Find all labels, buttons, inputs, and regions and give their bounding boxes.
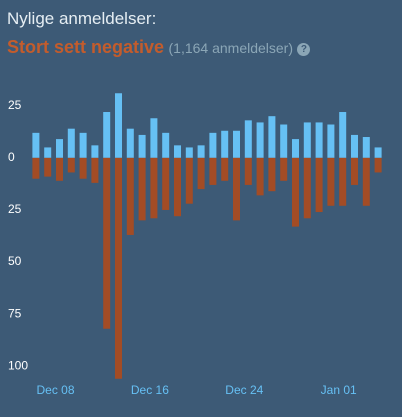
bar — [126, 128, 134, 158]
bar — [162, 157, 170, 210]
bar — [362, 137, 370, 158]
bar — [351, 134, 358, 158]
bar — [150, 118, 158, 158]
bar — [174, 157, 181, 217]
bar — [44, 157, 52, 177]
bar — [351, 157, 358, 185]
bar — [138, 134, 146, 158]
bar — [44, 147, 52, 158]
bar — [256, 122, 264, 158]
bar — [244, 120, 252, 158]
bar — [197, 145, 205, 158]
bar — [315, 122, 323, 158]
bar — [174, 145, 181, 158]
bar — [339, 112, 347, 158]
bar — [115, 93, 122, 158]
bar — [327, 157, 335, 206]
bar — [91, 145, 99, 158]
bar — [292, 139, 299, 158]
bar — [362, 157, 370, 206]
bar — [280, 124, 288, 158]
title: Nylige anmeldelser: — [7, 9, 157, 28]
bar — [315, 157, 323, 213]
y-tick-label: 25 — [8, 202, 22, 216]
review-count: (1,164 anmeldelser) — [168, 40, 294, 56]
bar — [280, 157, 288, 181]
bar — [374, 157, 382, 173]
bar — [292, 157, 299, 227]
y-tick-label: 25 — [8, 98, 22, 112]
y-tick-label: 0 — [8, 150, 15, 164]
x-tick-label: Jan 01 — [321, 383, 357, 397]
y-tick-label: 100 — [8, 358, 28, 372]
bar — [56, 157, 63, 181]
bar — [233, 130, 240, 158]
x-tick-label: Dec 24 — [225, 383, 263, 397]
bar — [79, 157, 87, 179]
bar — [138, 157, 146, 221]
bar — [221, 157, 229, 181]
x-tick-label: Dec 08 — [36, 383, 74, 397]
bar — [327, 124, 335, 158]
summary: Stort sett negative — [7, 37, 165, 57]
bar — [103, 157, 111, 329]
bar — [233, 157, 240, 221]
bar — [103, 112, 111, 158]
bar — [197, 157, 205, 190]
x-tick-label: Dec 16 — [131, 383, 169, 397]
bar — [374, 147, 382, 158]
bar — [185, 157, 193, 204]
bar — [339, 157, 347, 206]
bar — [256, 157, 264, 196]
bar — [268, 116, 276, 158]
bar — [56, 139, 63, 158]
bar — [67, 157, 75, 173]
summary-line: Stort sett negative (1,164 anmeldelser) … — [7, 36, 311, 60]
y-tick-label: 50 — [8, 254, 22, 268]
bar — [244, 157, 252, 185]
bar — [303, 122, 311, 158]
bar — [162, 132, 170, 158]
bar — [32, 157, 40, 179]
bar — [303, 157, 311, 219]
bar — [185, 147, 193, 158]
bar — [150, 157, 158, 219]
bar — [91, 157, 99, 183]
bar — [209, 132, 217, 158]
help-icon[interactable]: ? — [297, 43, 311, 56]
bar — [79, 132, 87, 158]
bar — [67, 128, 75, 158]
bar — [221, 130, 229, 158]
header: Nylige anmeldelser: Stort sett negative … — [7, 8, 311, 60]
bar — [126, 157, 134, 235]
bar — [115, 157, 122, 379]
bar — [209, 157, 217, 185]
bar — [268, 157, 276, 192]
bar — [32, 132, 40, 158]
y-tick-label: 75 — [8, 306, 22, 320]
